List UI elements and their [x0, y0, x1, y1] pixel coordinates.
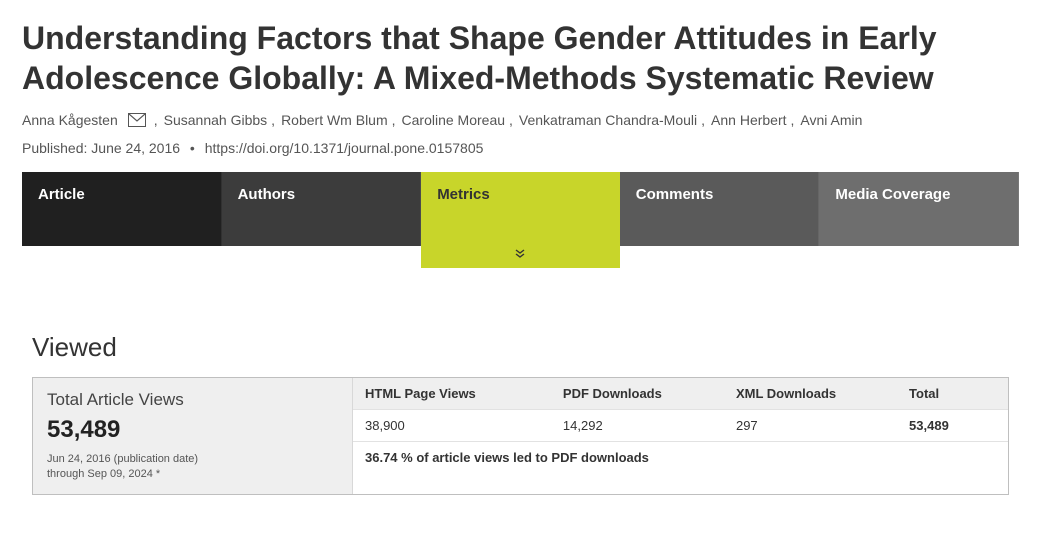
total-views-value: 53,489	[47, 416, 338, 444]
published-date: June 24, 2016	[91, 140, 180, 156]
table-header-row: HTML Page Views PDF Downloads XML Downlo…	[353, 378, 1008, 410]
author[interactable]: Susannah Gibbs	[164, 112, 268, 128]
daterange-line1: Jun 24, 2016 (publication date)	[47, 453, 198, 465]
val-total: 53,489	[897, 410, 1008, 441]
author-separator: ,	[392, 112, 396, 128]
val-html-views: 38,900	[353, 410, 551, 441]
author-separator: ,	[701, 112, 705, 128]
author-separator: ,	[154, 112, 158, 128]
col-html-views: HTML Page Views	[353, 378, 551, 409]
daterange-line2: through Sep 09, 2024 *	[47, 468, 160, 480]
author-separator: ,	[791, 112, 795, 128]
separator-dot: •	[190, 140, 195, 156]
col-xml-downloads: XML Downloads	[724, 378, 897, 409]
chevron-down-icon	[514, 248, 526, 260]
total-views-label: Total Article Views	[47, 390, 338, 410]
col-pdf-downloads: PDF Downloads	[551, 378, 724, 409]
article-title: Understanding Factors that Shape Gender …	[22, 18, 1019, 98]
pdf-download-note: 36.74 % of article views led to PDF down…	[353, 442, 1008, 473]
tab-article[interactable]: Article	[22, 172, 222, 246]
total-views-daterange: Jun 24, 2016 (publication date) through …	[47, 452, 338, 482]
author[interactable]: Ann Herbert	[711, 112, 786, 128]
val-xml-downloads: 297	[724, 410, 897, 441]
author-separator: ,	[509, 112, 513, 128]
viewed-heading: Viewed	[32, 332, 1009, 363]
author[interactable]: Avni Amin	[800, 112, 862, 128]
col-total: Total	[897, 378, 1008, 409]
tab-authors[interactable]: Authors	[222, 172, 422, 246]
doi-link[interactable]: https://doi.org/10.1371/journal.pone.015…	[205, 140, 484, 156]
viewed-box: Total Article Views 53,489 Jun 24, 2016 …	[32, 377, 1009, 495]
val-pdf-downloads: 14,292	[551, 410, 724, 441]
viewed-section: Viewed Total Article Views 53,489 Jun 24…	[22, 332, 1019, 495]
author-list: Anna Kågesten, Susannah Gibbs, Robert Wm…	[22, 112, 1019, 128]
views-breakdown-table: HTML Page Views PDF Downloads XML Downlo…	[353, 378, 1008, 494]
table-value-row: 38,900 14,292 297 53,489	[353, 410, 1008, 442]
tab-media-coverage[interactable]: Media Coverage	[819, 172, 1019, 246]
publication-meta: Published: June 24, 2016 • https://doi.o…	[22, 140, 1019, 156]
total-article-views-panel: Total Article Views 53,489 Jun 24, 2016 …	[33, 378, 353, 494]
tab-comments[interactable]: Comments	[620, 172, 820, 246]
author[interactable]: Venkatraman Chandra-Mouli	[519, 112, 697, 128]
author-separator: ,	[271, 112, 275, 128]
author[interactable]: Robert Wm Blum	[281, 112, 388, 128]
author[interactable]: Anna Kågesten	[22, 112, 118, 128]
mail-icon[interactable]	[128, 113, 146, 127]
tab-metrics[interactable]: Metrics	[421, 172, 620, 268]
published-label: Published:	[22, 140, 91, 156]
author[interactable]: Caroline Moreau	[402, 112, 506, 128]
article-tabs: ArticleAuthorsMetricsCommentsMedia Cover…	[22, 172, 1019, 268]
